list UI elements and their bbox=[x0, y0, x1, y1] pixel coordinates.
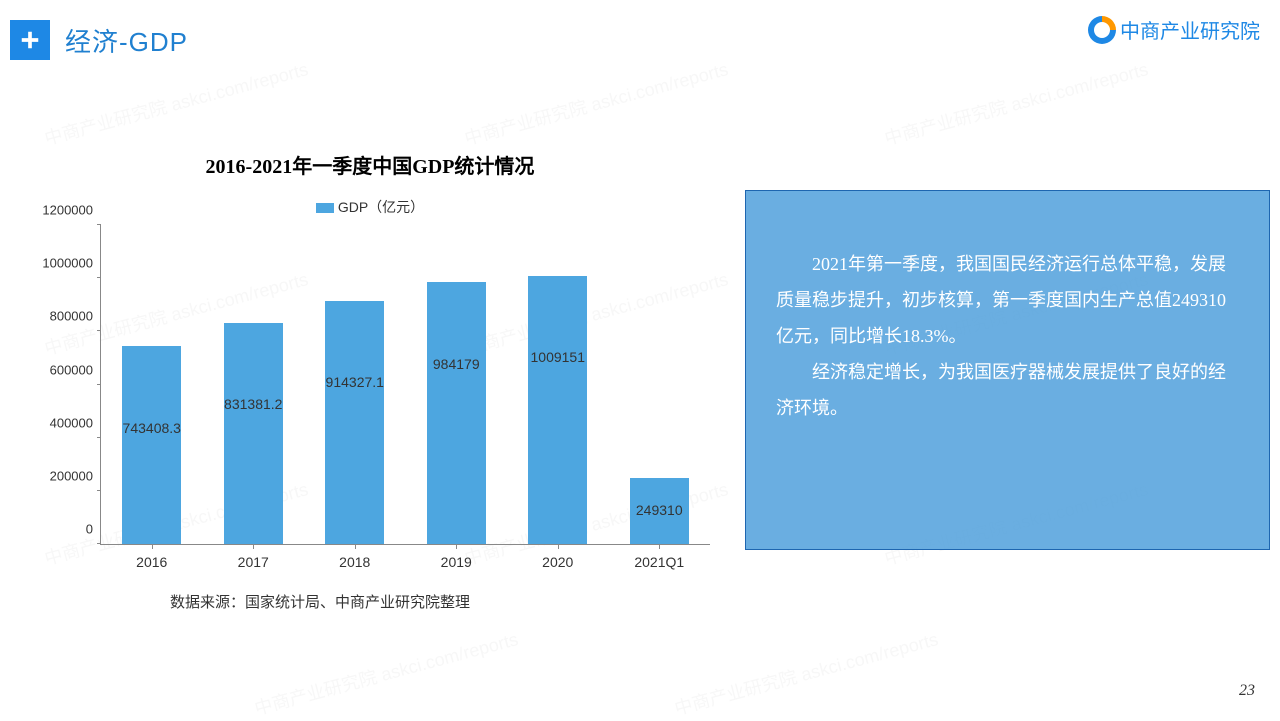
y-axis-tick-mark bbox=[97, 330, 101, 331]
y-axis-tick: 400000 bbox=[31, 415, 93, 430]
x-axis-tick-mark bbox=[456, 544, 457, 549]
watermark: 中商产业研究院 askci.com/reports bbox=[251, 625, 521, 721]
header: 经济-GDP bbox=[0, 20, 188, 60]
y-axis-tick-mark bbox=[97, 277, 101, 278]
y-axis-tick-mark bbox=[97, 490, 101, 491]
bar bbox=[122, 346, 181, 544]
description-panel: 2021年第一季度，我国国民经济运行总体平稳，发展质量稳步提升，初步核算，第一季… bbox=[745, 190, 1270, 550]
logo-icon bbox=[1088, 16, 1116, 44]
bar-value-label: 914327.1 bbox=[326, 374, 384, 390]
y-axis-tick-mark bbox=[97, 437, 101, 438]
y-axis-tick: 800000 bbox=[31, 309, 93, 324]
bar-slot: 9841792019 bbox=[406, 225, 508, 544]
x-axis-tick-mark bbox=[558, 544, 559, 549]
x-axis-tick: 2016 bbox=[136, 554, 167, 570]
bar-slot: 914327.12018 bbox=[304, 225, 406, 544]
y-axis-tick: 0 bbox=[31, 522, 93, 537]
plot-area: 743408.32016831381.22017914327.120189841… bbox=[100, 225, 710, 545]
x-axis-tick-mark bbox=[355, 544, 356, 549]
gdp-bar-chart: 2016-2021年一季度中国GDP统计情况 GDP（亿元） 743408.32… bbox=[30, 150, 710, 612]
watermark: 中商产业研究院 askci.com/reports bbox=[461, 55, 731, 151]
plus-icon bbox=[10, 20, 50, 60]
x-axis-tick: 2018 bbox=[339, 554, 370, 570]
x-axis-tick: 2017 bbox=[238, 554, 269, 570]
y-axis-tick-mark bbox=[97, 384, 101, 385]
y-axis-tick: 600000 bbox=[31, 362, 93, 377]
bars-container: 743408.32016831381.22017914327.120189841… bbox=[101, 225, 710, 544]
legend-label: GDP（亿元） bbox=[338, 199, 424, 215]
x-axis-tick: 2019 bbox=[441, 554, 472, 570]
x-axis-tick-mark bbox=[659, 544, 660, 549]
bar bbox=[528, 276, 587, 544]
x-axis-tick: 2020 bbox=[542, 554, 573, 570]
legend-swatch bbox=[316, 203, 334, 213]
bar-slot: 2493102021Q1 bbox=[609, 225, 711, 544]
chart-legend: GDP（亿元） bbox=[30, 197, 710, 217]
y-axis-tick-mark bbox=[97, 543, 101, 544]
page-title: 经济-GDP bbox=[65, 22, 188, 59]
bar bbox=[325, 301, 384, 544]
x-axis-tick-mark bbox=[152, 544, 153, 549]
bar-slot: 831381.22017 bbox=[203, 225, 305, 544]
bar-value-label: 831381.2 bbox=[224, 396, 282, 412]
panel-paragraph: 经济稳定增长，为我国医疗器械发展提供了良好的经济环境。 bbox=[776, 354, 1239, 426]
x-axis-tick-mark bbox=[253, 544, 254, 549]
y-axis-tick: 1000000 bbox=[31, 256, 93, 271]
bar-value-label: 1009151 bbox=[530, 349, 585, 365]
logo-text: 中商产业研究院 bbox=[1120, 15, 1260, 44]
bar-slot: 743408.32016 bbox=[101, 225, 203, 544]
watermark: 中商产业研究院 askci.com/reports bbox=[41, 55, 311, 151]
bar-value-label: 743408.3 bbox=[123, 420, 181, 436]
chart-source: 数据来源：国家统计局、中商产业研究院整理 bbox=[170, 591, 710, 612]
y-axis-tick: 200000 bbox=[31, 468, 93, 483]
y-axis-tick-mark bbox=[97, 224, 101, 225]
bar-value-label: 249310 bbox=[636, 502, 683, 518]
bar-value-label: 984179 bbox=[433, 356, 480, 372]
watermark: 中商产业研究院 askci.com/reports bbox=[671, 625, 941, 721]
y-axis-tick: 1200000 bbox=[31, 203, 93, 218]
watermark: 中商产业研究院 askci.com/reports bbox=[881, 55, 1151, 151]
bar bbox=[427, 282, 486, 544]
bar-slot: 10091512020 bbox=[507, 225, 609, 544]
bar bbox=[224, 323, 283, 544]
chart-title: 2016-2021年一季度中国GDP统计情况 bbox=[30, 150, 710, 179]
panel-paragraph: 2021年第一季度，我国国民经济运行总体平稳，发展质量稳步提升，初步核算，第一季… bbox=[776, 246, 1239, 354]
page-number: 23 bbox=[1239, 682, 1255, 700]
x-axis-tick: 2021Q1 bbox=[634, 554, 684, 570]
brand-logo: 中商产业研究院 bbox=[1088, 15, 1260, 44]
